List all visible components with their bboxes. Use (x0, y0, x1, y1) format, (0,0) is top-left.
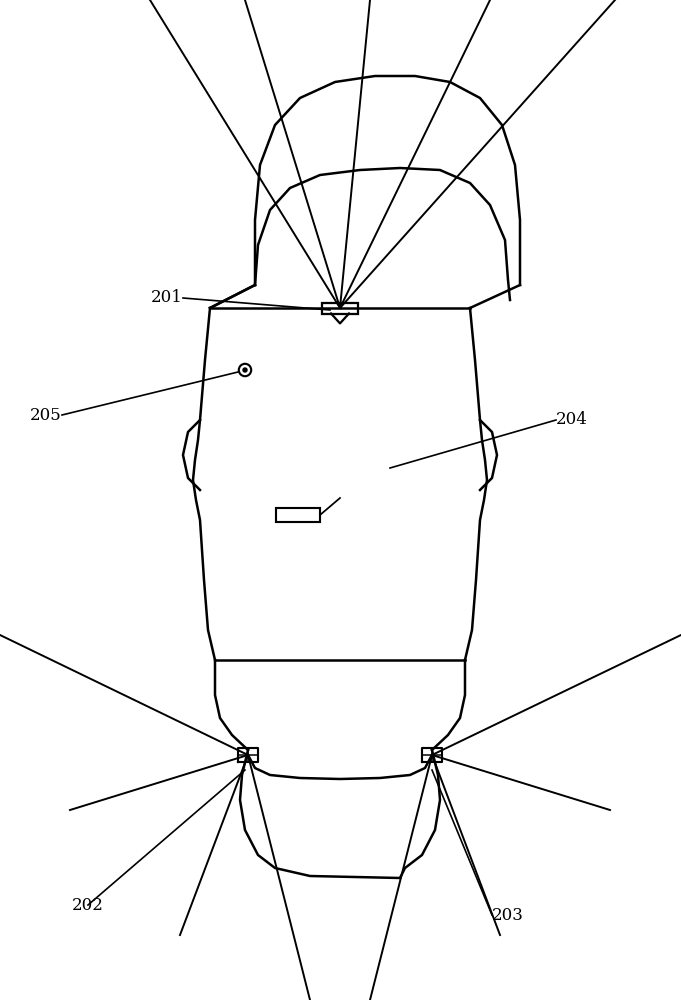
Text: 204: 204 (556, 412, 588, 428)
Circle shape (243, 368, 247, 372)
Text: 201: 201 (151, 290, 183, 306)
Text: 203: 203 (492, 906, 524, 924)
Bar (322, 302, 358, 314)
Text: 202: 202 (72, 896, 104, 914)
Bar (276, 508, 320, 522)
Text: 205: 205 (30, 406, 62, 424)
